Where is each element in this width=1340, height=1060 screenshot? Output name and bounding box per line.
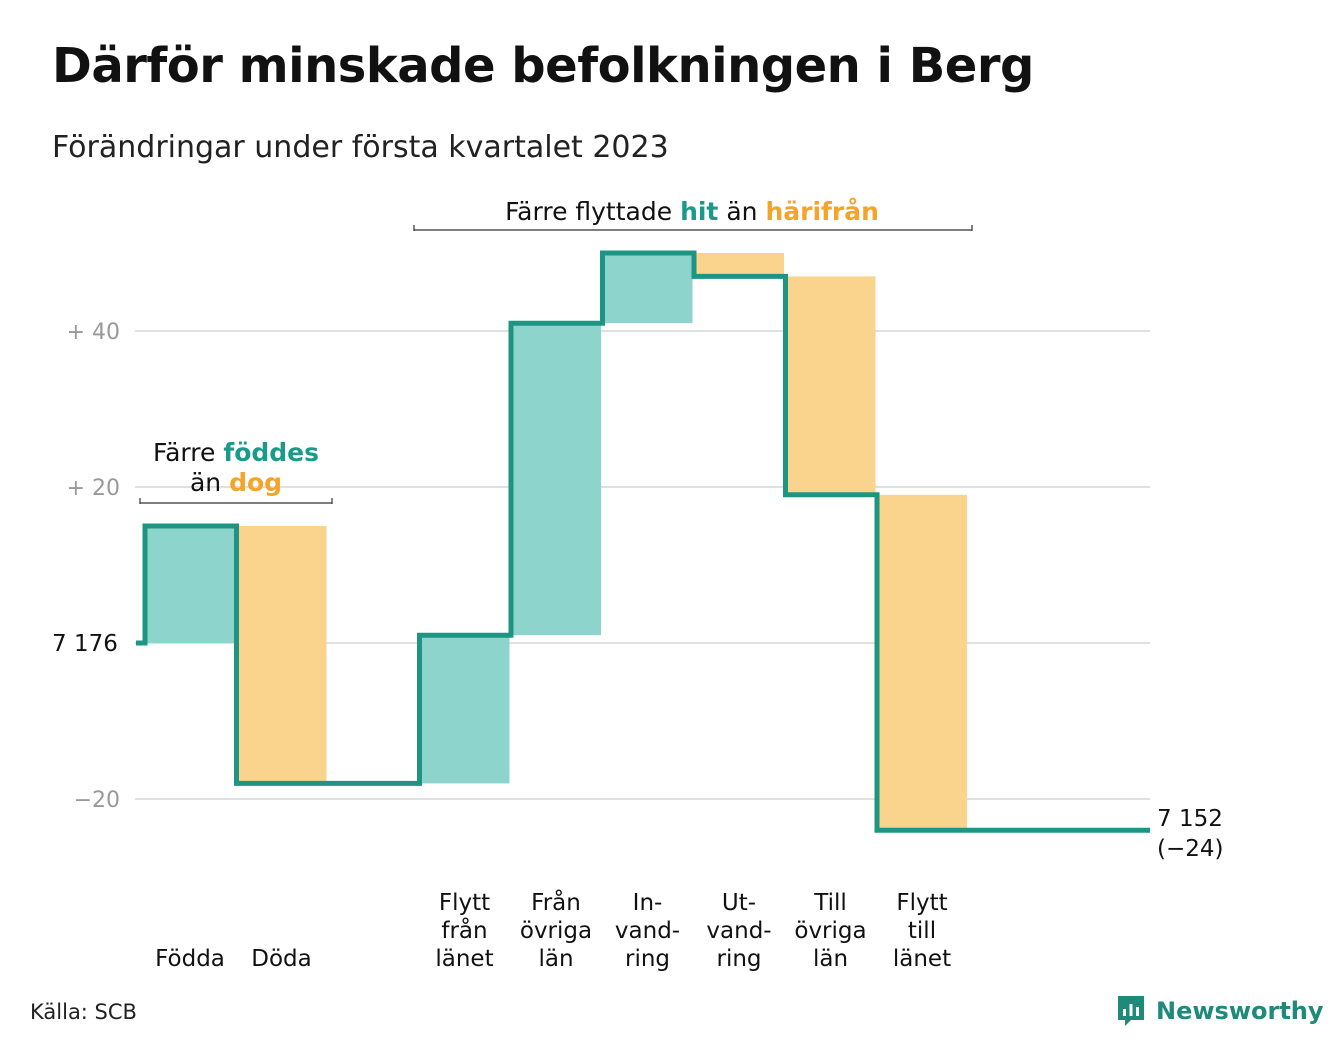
waterfall-bar: [602, 253, 693, 324]
source-note: Källa: SCB: [30, 1000, 137, 1024]
category-label: övriga: [520, 918, 592, 944]
category-label: Flytt: [896, 890, 947, 916]
brand-name: Newsworthy: [1156, 997, 1324, 1025]
category-label: Ut-: [722, 890, 756, 916]
category-label: länet: [893, 946, 951, 972]
line-layer: [136, 250, 1150, 833]
waterfall-bar: [877, 494, 967, 831]
y-tick-label: −20: [74, 788, 120, 813]
annotation-segment: Färre flyttade: [505, 197, 680, 226]
category-label: till: [908, 918, 936, 944]
annotation-segment: hit: [680, 197, 718, 226]
waterfall-bar: [785, 276, 876, 495]
end-change-label: (−24): [1157, 836, 1223, 862]
annotation-segment: än: [190, 468, 229, 497]
category-label: Flytt: [439, 890, 490, 916]
category-label: övriga: [794, 918, 866, 944]
category-label: vand-: [615, 918, 680, 944]
chart-subtitle: Förändringar under första kvartalet 2023: [52, 130, 669, 165]
annotation-text: än dog: [190, 468, 282, 497]
bar-layer: [145, 253, 967, 831]
category-label: Till: [813, 890, 847, 916]
category-label: från: [441, 916, 487, 944]
annotation-segment: härifrån: [765, 197, 878, 226]
cumulative-step-line: [136, 250, 1150, 833]
category-label: Döda: [251, 946, 311, 972]
waterfall-bar: [236, 526, 327, 784]
category-label: In-: [633, 890, 663, 916]
category-label: Födda: [155, 946, 225, 972]
y-tick-label: + 40: [67, 320, 120, 345]
start-value-label: 7 176: [52, 631, 118, 657]
annotation-segment: föddes: [223, 438, 319, 467]
waterfall-bar: [511, 323, 601, 636]
waterfall-bar: [694, 253, 784, 277]
waterfall-bar: [145, 526, 235, 643]
annotation-text: Färre föddes: [153, 438, 319, 467]
category-label: Från: [531, 888, 581, 916]
chart-title: Därför minskade befolkningen i Berg: [52, 38, 1034, 94]
waterfall-bar: [419, 635, 510, 784]
end-value-label: 7 152: [1157, 806, 1223, 832]
annotation-text: Färre flyttade hit än härifrån: [505, 197, 879, 226]
annotation-segment: dog: [229, 468, 282, 497]
brand-logo: Newsworthy: [1116, 994, 1324, 1028]
annotation-segment: Färre: [153, 438, 223, 467]
category-label: ring: [625, 946, 670, 972]
y-tick-label: + 20: [67, 476, 120, 501]
category-label: länet: [435, 946, 493, 972]
category-label: län: [813, 946, 848, 972]
category-label: vand-: [706, 918, 771, 944]
newsworthy-logo-icon: [1118, 996, 1144, 1026]
annotation-segment: än: [718, 197, 765, 226]
category-label: ring: [716, 946, 761, 972]
category-label: län: [538, 946, 573, 972]
